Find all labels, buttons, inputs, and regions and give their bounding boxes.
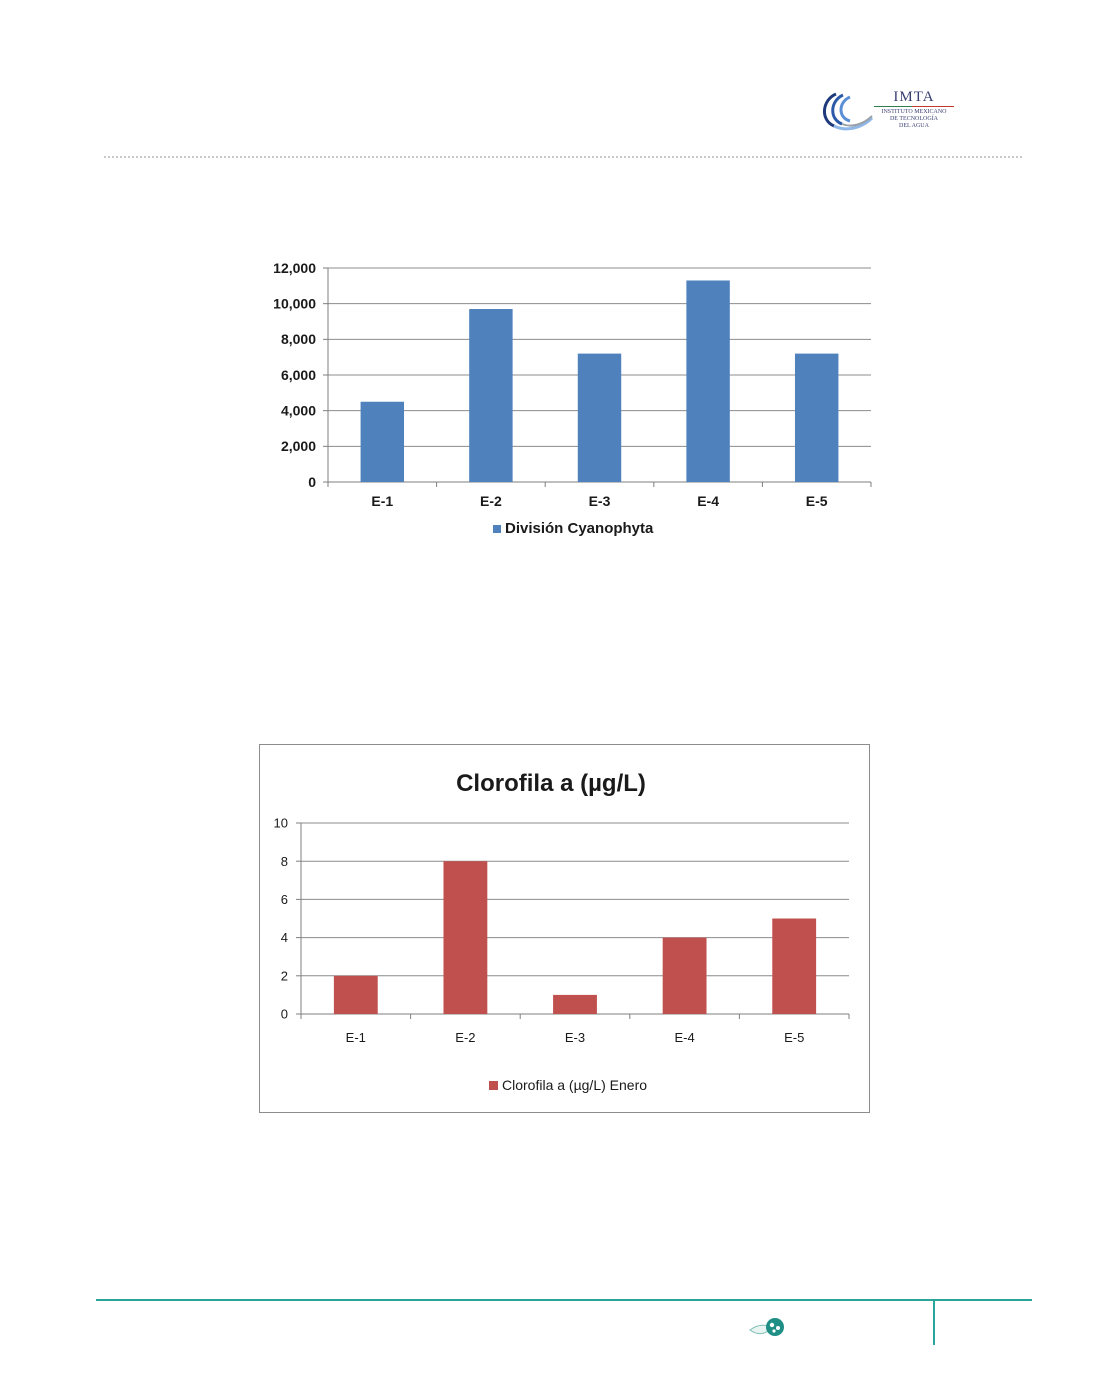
cyanophyta-chart: 0 2,000 4,000 6,000 8,000 10,000 12,000 E-1 E-2 E…: [250, 250, 890, 550]
x-tick-label: E-3: [589, 493, 611, 509]
y-tick-label: 2: [281, 968, 288, 983]
x-tick-label: E-5: [806, 493, 828, 509]
clorofila-chart: Clorofila a (µg/L) 0 2 4 6 8 10 E-1 E-2 E-3 E-4 E-5…: [259, 744, 870, 1113]
bar: [469, 309, 513, 482]
y-tick-label: 2,000: [281, 438, 316, 454]
bar: [794, 353, 839, 482]
header-divider: [104, 156, 1022, 158]
x-tick-label: E-2: [480, 493, 502, 509]
cyanophyta-chart-svg: 0 2,000 4,000 6,000 8,000 10,000 12,000 E-1 E-2 E…: [273, 260, 872, 537]
imta-swirl-icon: [823, 92, 874, 131]
x-tick-label: E-1: [346, 1030, 366, 1045]
bar: [360, 401, 405, 482]
legend-swatch: [493, 525, 501, 533]
imta-logo: IMTA INSTITUTO MEXICANO DE TECNOLOGÍA DE…: [816, 88, 956, 136]
y-tick-label: 0: [281, 1007, 288, 1022]
logo-rule-green: [874, 106, 912, 107]
logo-line-3: DEL AGUA: [899, 123, 929, 129]
y-tick-label: 0: [308, 474, 316, 490]
y-tick-label: 6: [281, 892, 288, 907]
legend-swatch: [489, 1081, 498, 1090]
bar: [686, 280, 730, 482]
y-tick-label: 6,000: [281, 367, 316, 383]
logo-name: IMTA: [893, 89, 935, 105]
y-tick-label: 12,000: [273, 260, 316, 276]
legend-label: Clorofila a (µg/L) Enero: [502, 1077, 647, 1093]
chart-title: Clorofila a (µg/L): [456, 770, 646, 797]
logo-line-1: INSTITUTO MEXICANO: [881, 109, 947, 115]
bar: [333, 975, 378, 1014]
y-tick-label: 8,000: [281, 331, 316, 347]
clorofila-chart-svg: Clorofila a (µg/L) 0 2 4 6 8 10 E-1 E-2 E-3 E-4 E-5…: [274, 770, 850, 1093]
x-tick-label: E-2: [455, 1030, 475, 1045]
y-tick-label: 4,000: [281, 403, 316, 419]
leaf-globe-icon: [748, 1316, 790, 1342]
footer-vertical-rule: [933, 1301, 935, 1345]
logo-rule-red: [912, 106, 954, 107]
logo-line-2: DE TECNOLOGÍA: [889, 116, 939, 122]
x-tick-label: E-4: [674, 1030, 694, 1045]
y-tick-label: 10,000: [273, 296, 316, 312]
y-tick-label: 4: [281, 930, 288, 945]
y-tick-label: 8: [281, 854, 288, 869]
bar: [577, 353, 622, 482]
bar: [662, 937, 707, 1014]
x-tick-label: E-1: [371, 493, 393, 509]
bar: [443, 861, 488, 1014]
footer-divider: [96, 1299, 1032, 1301]
x-tick-label: E-4: [697, 493, 719, 509]
x-tick-label: E-5: [784, 1030, 804, 1045]
y-tick-label: 10: [274, 816, 288, 831]
bar: [772, 918, 817, 1014]
x-tick-label: E-3: [565, 1030, 585, 1045]
legend-label: División Cyanophyta: [505, 520, 654, 537]
bar: [553, 994, 597, 1014]
